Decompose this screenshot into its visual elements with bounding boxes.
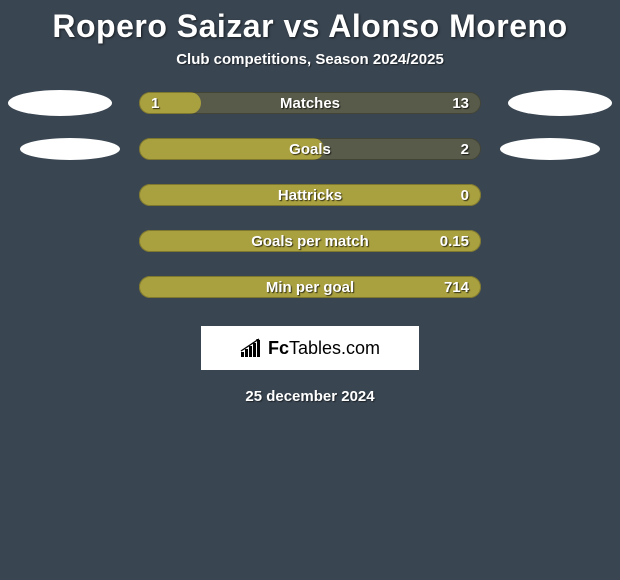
logo: FcTables.com [240,338,380,359]
stat-bar: Goals 2 [139,138,481,160]
bars-icon [240,338,264,358]
player-left-ellipse [8,90,112,116]
stat-label: Goals [139,141,481,158]
page-title: Ropero Saizar vs Alonso Moreno [0,0,620,51]
player-left-ellipse [20,138,120,160]
date-label: 25 december 2024 [0,388,620,405]
stat-row: Hattricks 0 [0,184,620,206]
logo-text: FcTables.com [268,338,380,359]
stat-row: Goals per match 0.15 [0,230,620,252]
stat-value-right: 13 [452,95,469,112]
stat-label: Goals per match [139,233,481,250]
stat-label: Min per goal [139,279,481,296]
stat-row: Min per goal 714 [0,276,620,298]
stat-row: 1 Matches 13 [0,92,620,114]
stat-label: Hattricks [139,187,481,204]
stat-value-right: 0 [461,187,469,204]
stat-label: Matches [139,95,481,112]
stat-bar: 1 Matches 13 [139,92,481,114]
stat-bar: Min per goal 714 [139,276,481,298]
stats-rows: 1 Matches 13 Goals 2 [0,92,620,298]
stat-value-right: 0.15 [440,233,469,250]
stat-bar: Goals per match 0.15 [139,230,481,252]
subtitle: Club competitions, Season 2024/2025 [0,51,620,92]
player-right-ellipse [508,90,612,116]
stat-bar: Hattricks 0 [139,184,481,206]
player-right-ellipse [500,138,600,160]
stat-value-right: 2 [461,141,469,158]
comparison-infographic: Ropero Saizar vs Alonso Moreno Club comp… [0,0,620,405]
stat-value-right: 714 [444,279,469,296]
stat-row: Goals 2 [0,138,620,160]
logo-box: FcTables.com [201,326,419,370]
